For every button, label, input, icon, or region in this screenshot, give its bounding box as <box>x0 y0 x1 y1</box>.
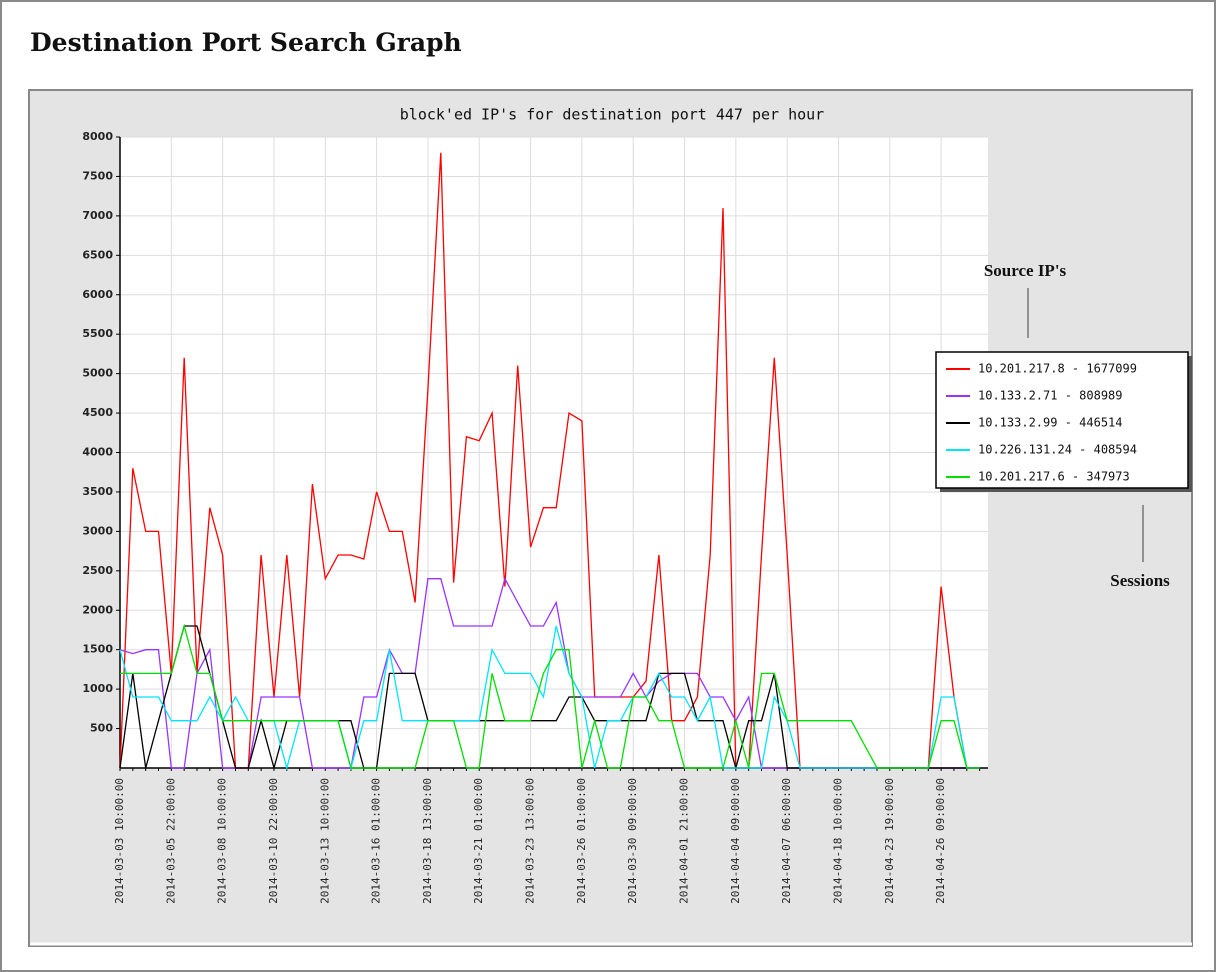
page-heading: Destination Port Search Graph <box>30 28 462 57</box>
y-tick-label: 5000 <box>82 367 113 380</box>
x-tick-label: 2014-03-05 22:00:00 <box>164 778 177 904</box>
legend-label: 10.133.2.71 - 808989 <box>978 389 1123 403</box>
legend-label: 10.201.217.8 - 1677099 <box>978 362 1137 376</box>
y-tick-label: 8000 <box>82 130 113 143</box>
legend-label: 10.201.217.6 - 347973 <box>978 470 1130 484</box>
legend-label: 10.133.2.99 - 446514 <box>978 416 1123 430</box>
y-tick-label: 6000 <box>82 288 113 301</box>
x-tick-label: 2014-03-03 10:00:00 <box>113 778 126 904</box>
x-tick-label: 2014-04-04 09:00:00 <box>729 778 742 904</box>
legend-box <box>935 351 1189 489</box>
y-tick-label: 4000 <box>82 446 113 459</box>
y-tick-label: 3000 <box>82 524 113 537</box>
x-tick-label: 2014-03-08 10:00:00 <box>216 778 229 904</box>
x-tick-label: 2014-04-23 19:00:00 <box>883 778 896 904</box>
y-tick-label: 7500 <box>82 169 113 182</box>
annotation: Source IP's <box>984 261 1067 280</box>
y-tick-label: 1500 <box>82 643 113 656</box>
legend-label: 10.226.131.24 - 408594 <box>978 443 1137 457</box>
x-tick-label: 2014-03-23 13:00:00 <box>524 778 537 904</box>
y-tick-label: 7000 <box>82 209 113 222</box>
x-tick-label: 2014-03-26 01:00:00 <box>575 778 588 904</box>
y-tick-label: 500 <box>90 722 113 735</box>
x-tick-label: 2014-04-07 06:00:00 <box>780 778 793 904</box>
y-tick-label: 1000 <box>82 682 113 695</box>
y-tick-label: 4500 <box>82 406 113 419</box>
chart-title: block'ed IP's for destination port 447 p… <box>400 106 824 124</box>
x-tick-label: 2014-03-21 01:00:00 <box>472 778 485 904</box>
y-tick-label: 2000 <box>82 603 113 616</box>
annotation: Sessions <box>1110 571 1170 590</box>
x-tick-label: 2014-03-16 01:00:00 <box>370 778 383 904</box>
x-tick-label: 2014-03-18 13:00:00 <box>421 778 434 904</box>
series-line <box>120 623 980 769</box>
y-tick-label: 6500 <box>82 248 113 261</box>
x-tick-label: 2014-03-13 10:00:00 <box>318 778 331 904</box>
y-tick-label: 3500 <box>82 485 113 498</box>
x-tick-label: 2014-04-26 09:00:00 <box>934 778 947 904</box>
x-tick-label: 2014-03-30 09:00:00 <box>626 778 639 904</box>
x-tick-label: 2014-03-10 22:00:00 <box>267 778 280 904</box>
x-tick-label: 2014-04-18 10:00:00 <box>831 778 844 904</box>
y-tick-label: 2500 <box>82 564 113 577</box>
y-tick-label: 5500 <box>82 327 113 340</box>
x-tick-label: 2014-04-01 21:00:00 <box>678 778 691 904</box>
